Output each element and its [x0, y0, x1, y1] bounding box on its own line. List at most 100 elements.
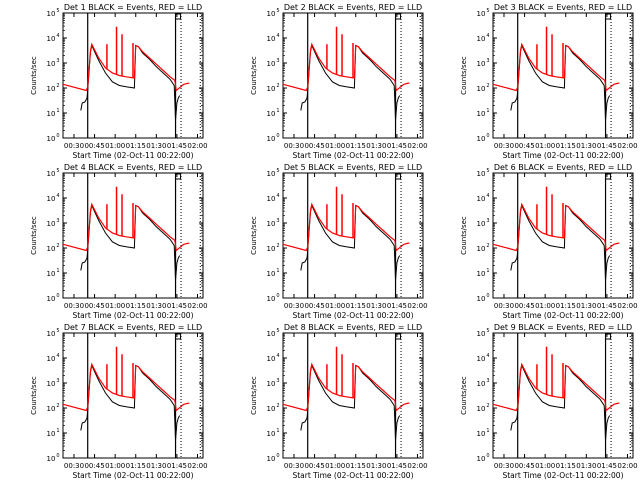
x-tick-label: 01:45	[387, 302, 407, 310]
panel-title: Det 8 BLACK = Events, RED = LLD	[284, 323, 422, 332]
x-tick-label: 00:45	[304, 142, 324, 150]
panel-title: Det 6 BLACK = Events, RED = LLD	[494, 163, 632, 172]
x-tick-label: 01:30	[146, 462, 166, 470]
y-tick-exponent: 2	[56, 83, 59, 89]
x-tick-label: 01:00	[105, 302, 125, 310]
x-tick-label: 00:45	[84, 462, 104, 470]
y-tick-label: 10	[267, 85, 276, 93]
series-lld-line	[282, 42, 410, 92]
y-tick-exponent: 5	[486, 168, 489, 174]
y-tick-label: 10	[477, 380, 486, 388]
x-axis-label: Start Time (02-Oct-11 00:22:00)	[72, 151, 193, 160]
x-tick-label: 01:45	[597, 302, 617, 310]
y-tick-label: 10	[47, 245, 56, 253]
series-events-line	[80, 43, 181, 121]
y-tick-exponent: 4	[56, 353, 59, 359]
y-tick-exponent: 4	[276, 33, 279, 39]
interval-marker	[395, 173, 402, 180]
x-tick-label: 02:00	[407, 302, 427, 310]
series-lld-line	[492, 42, 620, 92]
panel-title: Det 9 BLACK = Events, RED = LLD	[494, 323, 632, 332]
y-tick-label: 10	[477, 270, 486, 278]
x-tick-label: 01:30	[366, 142, 386, 150]
y-tick-label: 10	[267, 355, 276, 363]
y-tick-label: 10	[47, 10, 56, 18]
x-tick-label: 01:45	[387, 462, 407, 470]
y-tick-exponent: 2	[56, 243, 59, 249]
y-tick-exponent: 4	[486, 33, 489, 39]
y-tick-exponent: 0	[486, 453, 489, 459]
series-events-line	[510, 203, 611, 281]
x-axis-label: Start Time (02-Oct-11 00:22:00)	[72, 471, 193, 480]
x-tick-label: 00:30	[64, 142, 84, 150]
y-tick-exponent: 1	[486, 428, 489, 434]
x-tick-label: 02:00	[617, 462, 637, 470]
y-tick-label: 10	[47, 170, 56, 178]
x-axis-label: Start Time (02-Oct-11 00:22:00)	[502, 471, 623, 480]
y-tick-label: 10	[267, 195, 276, 203]
y-tick-label: 10	[267, 330, 276, 338]
y-tick-label: 10	[47, 355, 56, 363]
plot-frame	[492, 12, 634, 139]
plot-frame	[62, 12, 204, 139]
y-tick-exponent: 5	[276, 168, 279, 174]
y-tick-exponent: 2	[486, 83, 489, 89]
y-axis-label: Counts/sec	[30, 216, 38, 255]
y-tick-exponent: 5	[276, 8, 279, 14]
x-tick-label: 00:30	[284, 462, 304, 470]
series-lld-line	[492, 202, 620, 252]
y-axis-label: Counts/sec	[30, 376, 38, 415]
x-tick-label: 01:15	[126, 302, 146, 310]
x-tick-label: 01:45	[167, 302, 187, 310]
y-tick-label: 10	[47, 330, 56, 338]
y-tick-label: 10	[47, 35, 56, 43]
y-tick-exponent: 5	[486, 328, 489, 334]
x-tick-label: 02:00	[187, 142, 207, 150]
y-tick-label: 10	[47, 220, 56, 228]
x-tick-label: 01:30	[146, 302, 166, 310]
interval-marker	[605, 13, 612, 20]
series-lld-line	[62, 202, 190, 252]
interval-marker	[175, 333, 182, 340]
y-tick-label: 10	[267, 295, 276, 303]
x-tick-label: 00:30	[494, 302, 514, 310]
x-tick-label: 01:15	[346, 302, 366, 310]
y-tick-label: 10	[267, 245, 276, 253]
y-tick-exponent: 4	[56, 193, 59, 199]
interval-marker	[605, 333, 612, 340]
y-tick-exponent: 5	[486, 8, 489, 14]
y-axis-label: Counts/sec	[250, 376, 258, 415]
x-tick-label: 01:00	[535, 142, 555, 150]
panel-title: Det 3 BLACK = Events, RED = LLD	[494, 3, 632, 12]
series-events-line	[300, 203, 401, 281]
x-tick-label: 00:45	[514, 302, 534, 310]
y-tick-exponent: 2	[486, 403, 489, 409]
y-tick-label: 10	[477, 405, 486, 413]
x-tick-label: 00:30	[284, 302, 304, 310]
y-tick-exponent: 0	[276, 293, 279, 299]
x-tick-label: 00:30	[64, 302, 84, 310]
x-tick-label: 02:00	[617, 142, 637, 150]
y-tick-label: 10	[267, 405, 276, 413]
series-events-line	[510, 43, 611, 121]
y-tick-label: 10	[477, 110, 486, 118]
y-axis-label: Counts/sec	[460, 376, 468, 415]
series-lld-line	[62, 362, 190, 412]
y-tick-exponent: 1	[276, 268, 279, 274]
y-tick-exponent: 5	[56, 328, 59, 334]
x-tick-label: 01:15	[556, 142, 576, 150]
y-tick-label: 10	[477, 10, 486, 18]
y-tick-exponent: 2	[486, 243, 489, 249]
x-axis-label: Start Time (02-Oct-11 00:22:00)	[292, 471, 413, 480]
interval-marker	[175, 13, 182, 20]
y-tick-exponent: 4	[486, 193, 489, 199]
y-tick-exponent: 4	[276, 353, 279, 359]
x-tick-label: 00:45	[514, 142, 534, 150]
y-tick-label: 10	[477, 220, 486, 228]
x-tick-label: 01:30	[576, 142, 596, 150]
x-tick-label: 01:00	[325, 462, 345, 470]
